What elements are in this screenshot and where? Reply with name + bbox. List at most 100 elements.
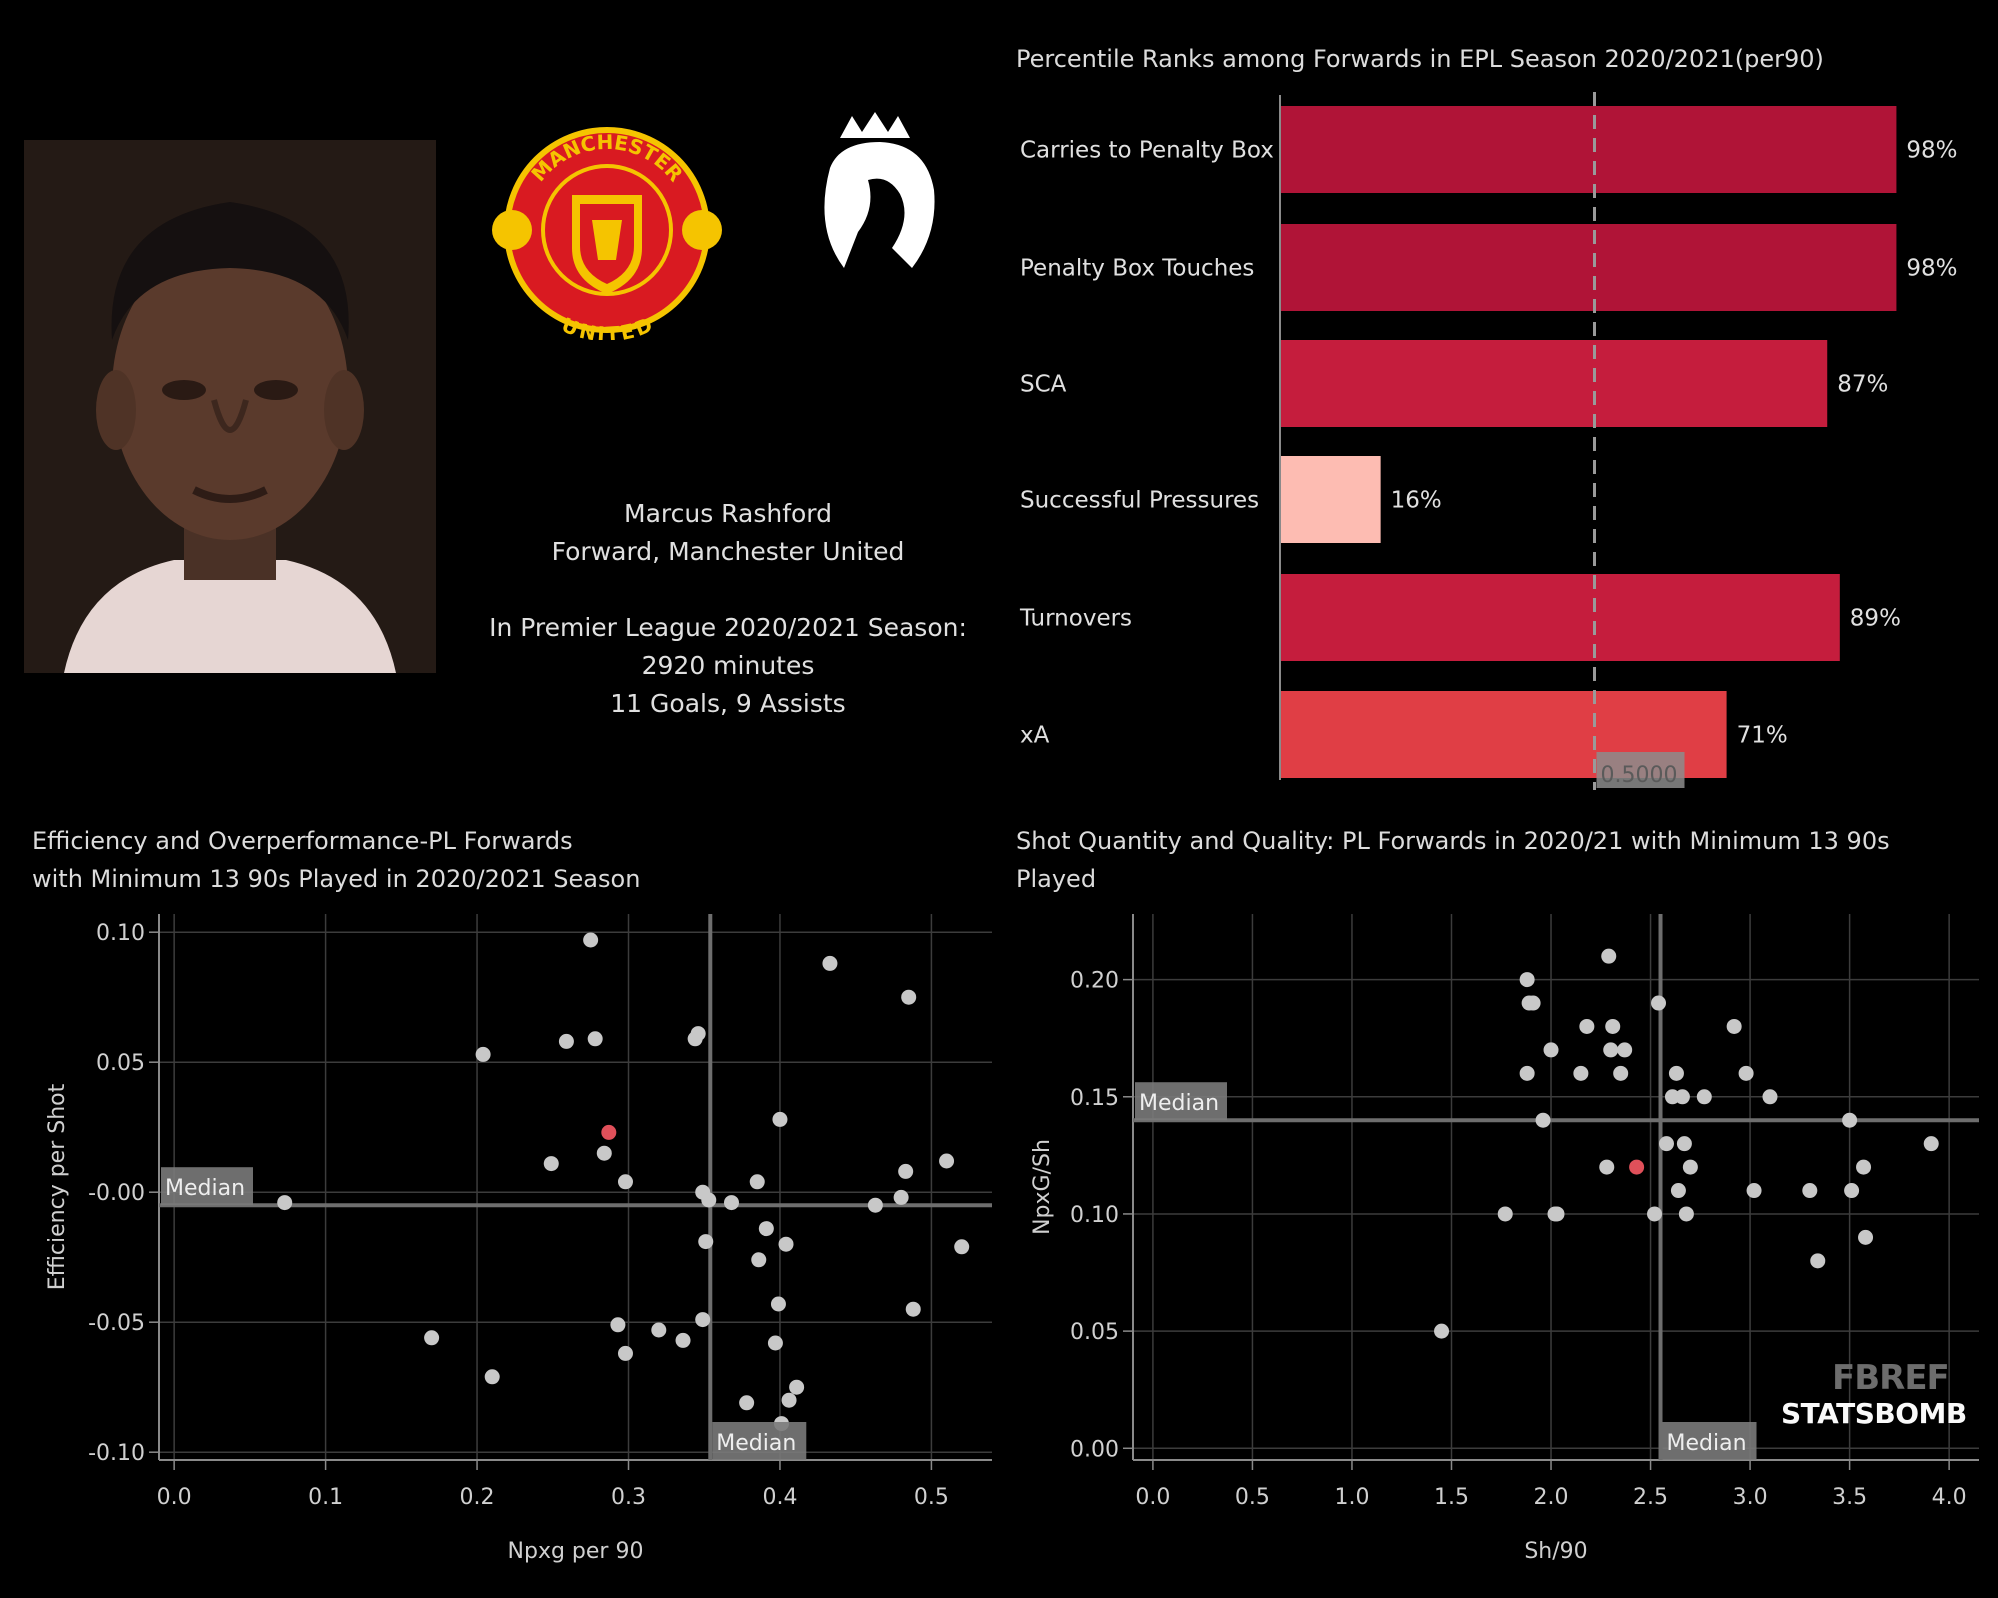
- bar-2: [1280, 340, 1828, 427]
- y-tick-label: -0.10: [88, 1441, 145, 1466]
- player-point: [701, 1192, 717, 1208]
- y-tick-label: 0.10: [1070, 1203, 1119, 1228]
- season-line: In Premier League 2020/2021 Season:: [489, 613, 967, 642]
- bar-value-label: 98%: [1906, 256, 1957, 282]
- x-tick-label: 2.0: [1534, 1485, 1569, 1510]
- median-label-x: Median: [716, 1431, 796, 1456]
- y-tick-label: 0.00: [1070, 1437, 1119, 1462]
- player-point: [1497, 1206, 1513, 1222]
- bar-0: [1280, 106, 1897, 193]
- player-point: [1579, 1018, 1595, 1034]
- player-point: [1573, 1065, 1589, 1081]
- player-point: [781, 1392, 797, 1408]
- player-point: [690, 1026, 706, 1042]
- player-point: [596, 1145, 612, 1161]
- fbref-logo: FBREF: [1832, 1358, 1950, 1398]
- goals-assists: 11 Goals, 9 Assists: [610, 689, 846, 718]
- efficiency-title-line-1: Efficiency and Overperformance-PL Forwar…: [32, 827, 573, 855]
- player-point: [1802, 1183, 1818, 1199]
- y-tick-label: -0.05: [88, 1311, 145, 1336]
- player-point: [1844, 1183, 1860, 1199]
- x-tick-label: 0.0: [157, 1485, 192, 1510]
- player-point: [898, 1163, 914, 1179]
- median-label-x: Median: [1667, 1431, 1747, 1456]
- player-point: [1613, 1065, 1629, 1081]
- x-tick-label: 0.1: [308, 1485, 343, 1510]
- player-point: [822, 955, 838, 971]
- y-tick-label: 0.05: [1070, 1320, 1119, 1345]
- bar-category-label: Turnovers: [1019, 606, 1132, 632]
- shot-quality-scatter-chart: 0.0 0.5 1.0 1.5 2.0 2.5 3.0 3.5 4.0 0.20 0.15 0.10 0…: [1030, 914, 1979, 1564]
- player-point: [543, 1156, 559, 1172]
- bar-1: [1280, 224, 1897, 311]
- player-point: [610, 1317, 626, 1333]
- x-tick-label: 0.4: [762, 1485, 797, 1510]
- bar-value-label: 87%: [1837, 372, 1888, 398]
- x-axis-label: Npxg per 90: [508, 1539, 644, 1564]
- player-name: Marcus Rashford: [624, 499, 832, 528]
- bar-3: [1280, 456, 1381, 543]
- x-tick-label: 1.0: [1334, 1485, 1369, 1510]
- bar-category-label: SCA: [1020, 372, 1067, 398]
- reference-label-box: [1596, 752, 1685, 788]
- x-tick-label: 4.0: [1932, 1485, 1967, 1510]
- median-label-box-x: [712, 1422, 807, 1460]
- statsbomb-logo: STATSBOMB: [1781, 1397, 1967, 1430]
- y-tick-label: 0.20: [1070, 969, 1119, 994]
- player-point: [1647, 1206, 1663, 1222]
- player-point: [675, 1332, 691, 1348]
- player-point: [1434, 1323, 1450, 1339]
- y-tick-label: -0.00: [88, 1181, 145, 1206]
- player-point: [1676, 1136, 1692, 1152]
- x-tick-label: 0.5: [914, 1485, 949, 1510]
- bar-category-label: xA: [1020, 723, 1050, 749]
- premier-league-lion-icon: [800, 108, 950, 282]
- player-point: [558, 1033, 574, 1049]
- manchester-united-crest-icon: MANCHESTER UNITED: [484, 120, 730, 346]
- player-point: [1668, 1065, 1684, 1081]
- player-point: [475, 1046, 491, 1062]
- minutes-played: 2920 minutes: [641, 651, 815, 680]
- player-point: [1603, 1042, 1619, 1058]
- player-point: [772, 1111, 788, 1127]
- player-point: [893, 1189, 909, 1205]
- y-tick-label: 0.10: [96, 921, 145, 946]
- player-point: [1738, 1065, 1754, 1081]
- player-point: [1519, 1065, 1535, 1081]
- player-point: [954, 1239, 970, 1255]
- player-point: [1696, 1089, 1712, 1105]
- y-axis-label: NpxG/Sh: [1030, 1139, 1055, 1235]
- player-point: [1674, 1089, 1690, 1105]
- player-point: [695, 1312, 711, 1328]
- efficiency-title-line-2: with Minimum 13 90s Played in 2020/2021 …: [32, 865, 641, 893]
- bar-value-label: 71%: [1737, 723, 1788, 749]
- efficiency-scatter-chart: 0.0 0.1 0.2 0.3 0.4 0.5 0.10 0.05 -0.00 -0.05 -0.1…: [45, 914, 992, 1564]
- player-point: [1658, 1136, 1674, 1152]
- median-label-box-y: [1135, 1082, 1227, 1121]
- player-point: [1617, 1042, 1633, 1058]
- x-axis-label: Sh/90: [1524, 1539, 1587, 1564]
- player-point: [1599, 1159, 1615, 1175]
- bar-4: [1280, 574, 1840, 661]
- player-point: [587, 1031, 603, 1047]
- player-point: [1858, 1229, 1874, 1245]
- player-point: [778, 1236, 794, 1252]
- bar-value-label: 98%: [1906, 138, 1957, 164]
- player-point: [1670, 1183, 1686, 1199]
- highlighted-player-point: [1629, 1159, 1645, 1175]
- y-tick-label: 0.05: [96, 1051, 145, 1076]
- player-point: [424, 1330, 440, 1346]
- player-point: [901, 989, 917, 1005]
- player-point: [939, 1153, 955, 1169]
- x-tick-label: 2.5: [1633, 1485, 1668, 1510]
- median-label-box-y: [161, 1167, 253, 1206]
- player-point: [770, 1296, 786, 1312]
- median-label-y: Median: [165, 1176, 245, 1201]
- player-point: [767, 1335, 783, 1351]
- bar-category-label: Successful Pressures: [1020, 488, 1259, 514]
- player-point: [905, 1301, 921, 1317]
- player-point: [1810, 1253, 1826, 1269]
- player-point: [1762, 1089, 1778, 1105]
- player-point: [1519, 972, 1535, 988]
- player-point: [651, 1322, 667, 1338]
